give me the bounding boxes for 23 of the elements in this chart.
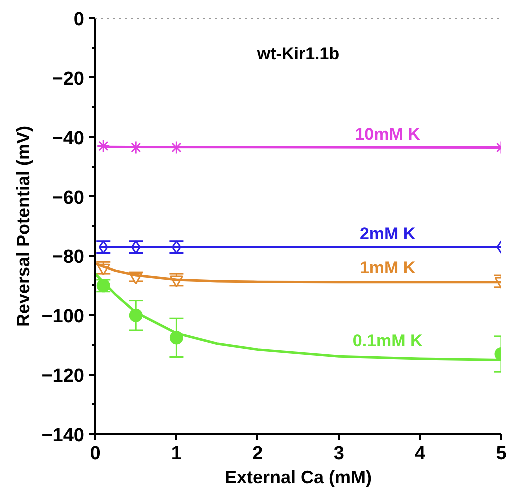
- y-tick-label: −80: [52, 247, 85, 268]
- y-tick-label: −100: [42, 306, 84, 328]
- y-tick-label: −120: [42, 366, 84, 388]
- text: 2mM K: [360, 224, 416, 244]
- x-tick-label: 1: [171, 444, 182, 464]
- text: 0.1mM K: [352, 331, 424, 350]
- x-tick-label: 3: [334, 444, 344, 464]
- text: wt-Kir1.1b: [256, 44, 340, 64]
- text: 1mM K: [360, 258, 416, 278]
- y-axis-title: Reversal Potential (mV): [14, 126, 34, 328]
- text: 10mM K: [355, 124, 422, 144]
- y-tick-label: −60: [52, 188, 85, 209]
- y-tick-label: −140: [42, 426, 84, 446]
- x-tick-label: 4: [415, 444, 426, 464]
- y-tick-label: −20: [52, 68, 85, 90]
- x-tick-label: 5: [496, 444, 508, 464]
- y-tick-label: −40: [52, 128, 85, 150]
- x-axis-title: External Ca (mM): [224, 468, 372, 488]
- x-tick-label: 0: [90, 444, 101, 464]
- point: [96, 140, 110, 154]
- point: [129, 141, 143, 155]
- x-tick-label: 2: [252, 444, 264, 464]
- y-tick-label: 0: [74, 10, 85, 30]
